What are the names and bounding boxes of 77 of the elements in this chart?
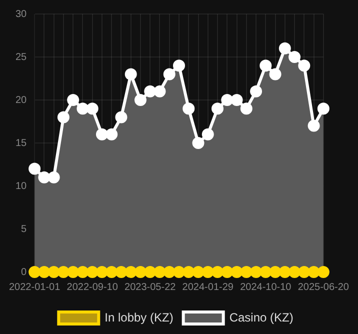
point [163,266,176,278]
point [57,111,70,124]
point [38,266,50,278]
point [106,128,118,140]
x-tick-label: 2023-05-22 [124,282,176,293]
point [278,266,291,278]
y-tick-label: 5 [21,224,28,235]
point [124,266,137,278]
point [298,60,310,72]
x-tick-label: 2025-06-20 [298,282,350,293]
point [154,85,166,98]
point [76,266,89,278]
point [269,68,282,80]
point [96,266,108,278]
point [154,266,166,278]
point [308,266,320,278]
point [48,266,60,278]
point [28,266,41,278]
point [260,266,272,278]
point [96,128,108,140]
y-tick-label: 10 [15,180,28,192]
legend-label: Casino (KZ) [229,310,294,324]
point [269,266,282,278]
point [230,266,243,278]
x-tick-label: 2022-01-01 [9,282,61,293]
x-tick-label: 2024-10-10 [240,282,292,293]
point [308,120,320,132]
point [76,102,89,115]
point [86,102,98,115]
point [182,102,195,115]
point [202,266,214,278]
x-tick-label: 2022-09-10 [66,282,118,293]
point [298,266,310,278]
point [288,266,301,278]
point [317,102,330,115]
point [182,266,195,278]
point [134,266,146,278]
point [67,94,80,106]
point [106,266,118,278]
point [221,266,234,278]
point [202,128,214,140]
point [278,42,291,54]
point [240,102,252,115]
point [28,162,41,175]
point [144,85,156,98]
y-tick-label: 25 [15,52,28,63]
point [144,266,156,278]
point [38,171,50,184]
point [48,171,60,184]
point [57,266,70,278]
point [288,51,301,63]
point [221,94,234,106]
point [192,137,204,149]
y-tick-label: 30 [15,8,28,20]
point [192,266,204,278]
point [230,94,243,106]
point [86,266,98,278]
point [212,266,224,278]
legend-label: In lobby (KZ) [104,310,174,324]
point [317,266,330,278]
point [67,266,80,278]
point [212,102,224,115]
point [250,266,262,278]
point [163,68,176,80]
point [173,60,185,72]
x-tick-label: 2024-01-29 [182,282,234,293]
point [250,85,262,98]
point [115,266,128,278]
y-tick-label: 0 [21,266,28,278]
point [134,94,146,106]
y-tick-label: 20 [15,94,28,106]
y-tick-label: 15 [15,138,28,149]
point [240,266,252,278]
point [124,68,137,80]
point [173,266,185,278]
point [115,111,128,124]
point [260,60,272,72]
